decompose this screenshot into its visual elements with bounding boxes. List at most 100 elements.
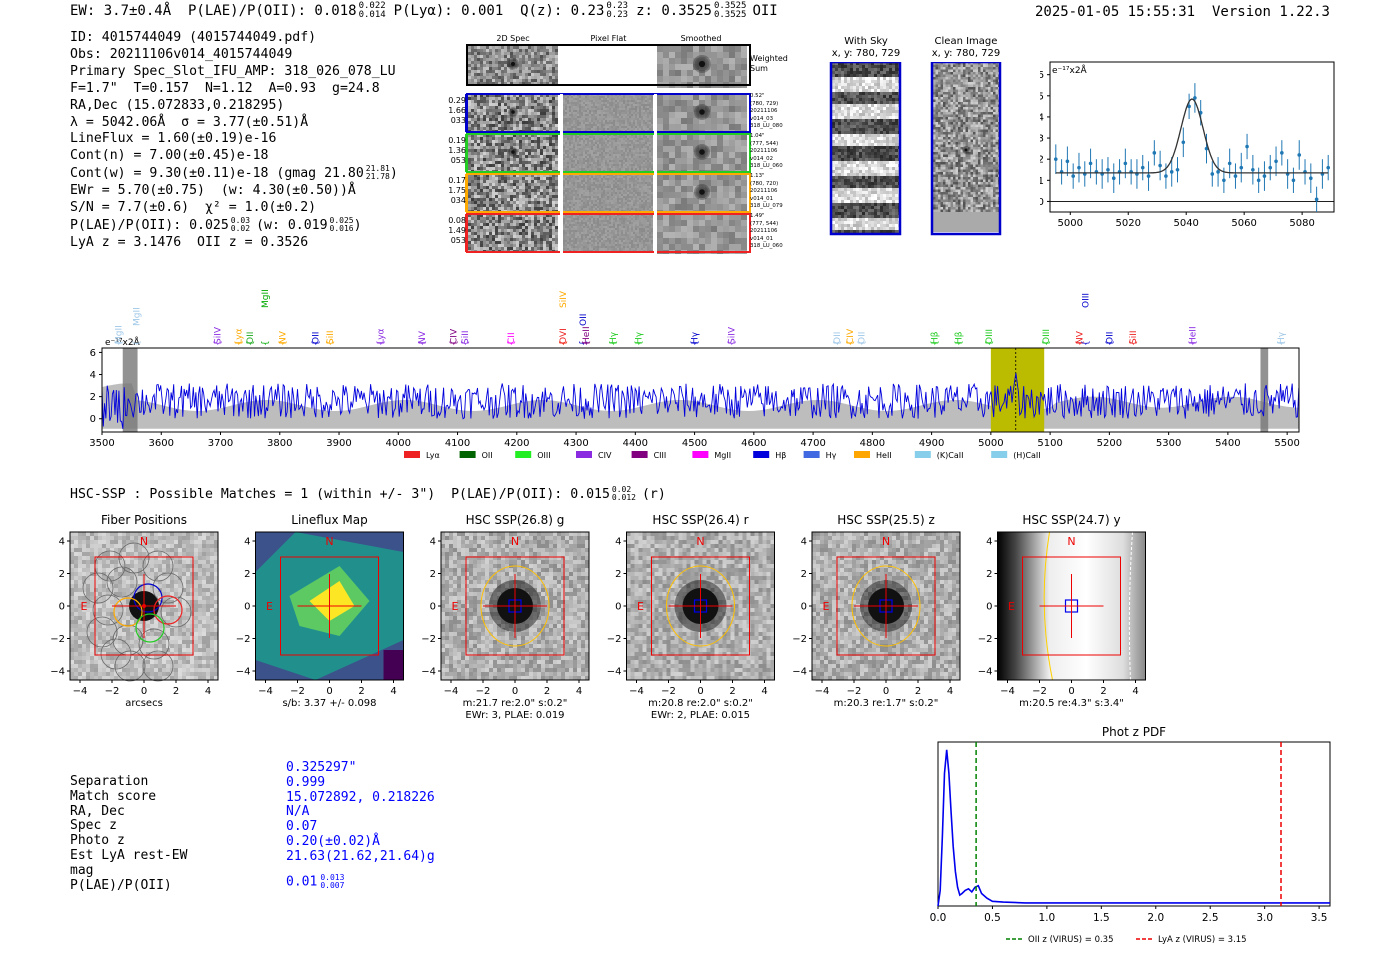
gradient-dashed-arc bbox=[1128, 531, 1133, 681]
match-table: Separation 0.325297" Match score 0.999 RA, D… bbox=[70, 760, 470, 899]
match-value-text: 15.072892, 0.218226 bbox=[286, 789, 435, 805]
hsc-y-tick-label: 2 bbox=[801, 569, 807, 580]
fiber-blue bbox=[133, 583, 163, 613]
spec-legend-swatch bbox=[515, 451, 532, 458]
stamp-row-color-bar bbox=[465, 174, 468, 212]
fiber-circle bbox=[160, 596, 192, 628]
hsc-summary-hi: 0.02 bbox=[611, 485, 632, 494]
spec-line-brace: { bbox=[326, 340, 336, 346]
spec-x-tick-label: 3800 bbox=[267, 438, 292, 449]
hsc-panel-title: HSC SSP(25.5) z bbox=[837, 513, 935, 527]
match-label: mag bbox=[70, 862, 94, 878]
match-value: 0.20(±0.02)Å bbox=[286, 834, 380, 849]
stamp-left-value: 033 bbox=[450, 116, 466, 125]
match-value: 0.01 0.013 0.007 bbox=[286, 873, 344, 890]
spec-line-brace: { bbox=[634, 340, 644, 346]
spec-line-brace: { bbox=[507, 340, 517, 346]
spec-line-brace: { bbox=[985, 340, 995, 346]
fiber-circle bbox=[82, 572, 114, 604]
stamp-right-value: (777, 544) bbox=[750, 140, 779, 147]
fiber-circle bbox=[86, 616, 118, 648]
zoom-data-point bbox=[1326, 165, 1331, 170]
hsc-summary-lo: 0.012 bbox=[611, 493, 636, 502]
spec-line-brace: { bbox=[377, 340, 387, 346]
photz-legend-oii: OII z (VIRUS) = 0.35 bbox=[1028, 935, 1114, 945]
stamp-row-right-label: 1.49" (777, 544) 20211106 v014_01 318_LU_060 bbox=[750, 213, 783, 251]
stamp-smooth-noise bbox=[657, 214, 747, 254]
clean-image-title-text: Clean Image bbox=[934, 36, 998, 47]
fiber-circle bbox=[152, 572, 184, 604]
hsc-y-tick-label: 2 bbox=[244, 569, 250, 580]
hsc-cutout-panels: Fiber Positions N E −4 −2 0 2 4 4 2 0 −2 −4 arcsecs Li… bbox=[50, 513, 1146, 721]
spec-legend-swatch bbox=[631, 451, 648, 458]
clean-image-bottom bbox=[933, 212, 999, 232]
match-label: Est LyA rest-EW bbox=[70, 848, 188, 863]
zoom-data-point bbox=[1222, 178, 1226, 183]
match-value-text: N/A bbox=[286, 804, 310, 820]
hsc-x-tick-label: 2 bbox=[915, 686, 921, 697]
hsc-summary: HSC-SSP : Possible Matches = 1 (within +… bbox=[70, 485, 666, 503]
match-value-text: 0.01 bbox=[286, 874, 318, 890]
hsc-x-tick-label: −4 bbox=[629, 686, 644, 697]
hsc-panel-title: HSC SSP(26.4) r bbox=[652, 513, 748, 527]
hsc-y-tick-label: 2 bbox=[615, 569, 621, 580]
hsc-footer-1: m:20.3 re:1.7" s:0.2" bbox=[834, 698, 939, 709]
zoom-data-point bbox=[1262, 174, 1267, 178]
spec-line-marker: CII bbox=[507, 332, 517, 344]
stamp-row-color-bar bbox=[465, 214, 468, 252]
spec-x-tick-label: 4300 bbox=[563, 438, 588, 449]
info-cont-w-text: Cont(w) = 9.30(±0.11)e-18 (gmag 21.80 bbox=[70, 166, 364, 182]
spec-y-tick-label: 0 bbox=[90, 414, 96, 425]
spec-line-brace: { bbox=[311, 340, 321, 346]
with-sky-image bbox=[832, 62, 901, 233]
zoom-data-point bbox=[1181, 140, 1186, 145]
spec-line-brace: { bbox=[1277, 340, 1287, 346]
hsc-y-tick-label: 4 bbox=[986, 537, 992, 548]
spec-legend-label: (K)CaII bbox=[937, 451, 964, 460]
header-ew: EW: 3.7±0.4Å P(LAE)/P(OII): 0.018 bbox=[70, 3, 357, 19]
match-value: N/A bbox=[286, 804, 309, 819]
spec-legend-label: HeII bbox=[876, 451, 892, 460]
spec-legend-label: OIII bbox=[537, 451, 550, 460]
info-cont-n: Cont(n) = 7.00(±0.45)e-18 bbox=[70, 148, 269, 164]
stamp-row-right-label: 0.52" (780, 729) 20211106 v014_03 318_LU_080 bbox=[750, 93, 783, 131]
spec-legend-label: OII bbox=[482, 451, 493, 460]
hsc-y-tick-label: 0 bbox=[430, 602, 436, 613]
hsc-footer-1: m:21.7 re:2.0" s:0.2" bbox=[463, 698, 568, 709]
spec-line-brace: { bbox=[1105, 340, 1115, 346]
hsc-y-tick-label: 0 bbox=[244, 602, 250, 613]
hsc-x-tick-label: −2 bbox=[661, 686, 676, 697]
hsc-x-tick-label: −4 bbox=[258, 686, 273, 697]
spec-x-tick-label: 3600 bbox=[149, 438, 174, 449]
stamp-2d-noise bbox=[468, 214, 558, 253]
spec-line-marker: Hγ bbox=[609, 331, 619, 344]
spec-legend-label: CIII bbox=[654, 451, 667, 460]
hsc-footer-1: s/b: 3.37 +/- 0.098 bbox=[282, 698, 376, 709]
photz-x-tick-label: 1.0 bbox=[1039, 912, 1056, 924]
hsc-x-tick-label: −2 bbox=[105, 686, 120, 697]
hsc-x-tick-label: −2 bbox=[290, 686, 305, 697]
stamp-row-color-bar bbox=[465, 134, 468, 172]
compass-north: N bbox=[325, 535, 333, 548]
info-plae-w-lo: 0.016 bbox=[329, 223, 354, 233]
stamp-left-value: 0.29 bbox=[448, 96, 466, 105]
hsc-footer-2: EWr: 2, PLAE: 0.015 bbox=[651, 710, 750, 721]
spec-line-brace: { bbox=[579, 340, 589, 346]
spec-y-tick-label: 2 bbox=[90, 392, 96, 403]
spec-x-tick-label: 4400 bbox=[623, 438, 648, 449]
spec-line-brace: { bbox=[214, 340, 224, 346]
lineflux-peak bbox=[309, 581, 355, 621]
with-sky-coords: x, y: 780, 729 bbox=[831, 48, 901, 59]
fiber-circle bbox=[114, 650, 146, 682]
spec-line-marker: Hβ bbox=[931, 331, 941, 344]
hsc-y-tick-label: 4 bbox=[615, 537, 621, 548]
compass-east: E bbox=[1008, 600, 1015, 613]
spec-legend-swatch bbox=[854, 451, 870, 458]
zoom-units-label: e⁻¹⁷x2Å bbox=[1052, 64, 1088, 76]
match-value: 0.07 bbox=[286, 819, 317, 834]
compass-east: E bbox=[81, 600, 88, 613]
hsc-summary-band: (r) bbox=[641, 487, 666, 502]
spec-x-tick-label: 5500 bbox=[1274, 438, 1299, 449]
spectrum-stamps: 2D Spec Pixel Flat Smoothed Weighted Sum … bbox=[446, 32, 788, 254]
spec-masked-band bbox=[1260, 348, 1269, 432]
